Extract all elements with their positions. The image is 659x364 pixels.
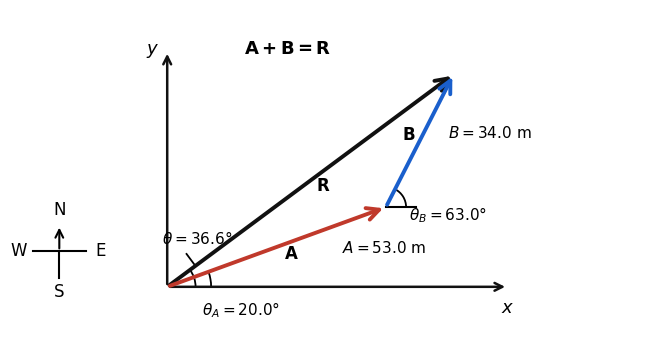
Text: $y$: $y$: [146, 42, 159, 60]
Text: $A = 53.0\ \mathrm{m}$: $A = 53.0\ \mathrm{m}$: [341, 241, 426, 256]
Text: $B = 34.0\ \mathrm{m}$: $B = 34.0\ \mathrm{m}$: [448, 124, 532, 141]
Text: $\mathbf{A + B = R}$: $\mathbf{A + B = R}$: [244, 40, 331, 58]
Text: $\theta_A = 20.0°$: $\theta_A = 20.0°$: [202, 301, 280, 320]
Text: E: E: [95, 242, 105, 260]
Text: S: S: [54, 283, 65, 301]
Text: $\theta_B = 63.0°$: $\theta_B = 63.0°$: [409, 206, 487, 225]
Text: $\mathbf{B}$: $\mathbf{B}$: [402, 126, 416, 144]
Text: $\mathbf{A}$: $\mathbf{A}$: [284, 245, 299, 264]
Text: $\theta = 36.6°$: $\theta = 36.6°$: [162, 230, 232, 247]
Text: $x$: $x$: [501, 299, 515, 317]
Text: N: N: [53, 201, 65, 219]
Text: $\mathbf{R}$: $\mathbf{R}$: [316, 177, 331, 195]
Text: W: W: [10, 242, 27, 260]
